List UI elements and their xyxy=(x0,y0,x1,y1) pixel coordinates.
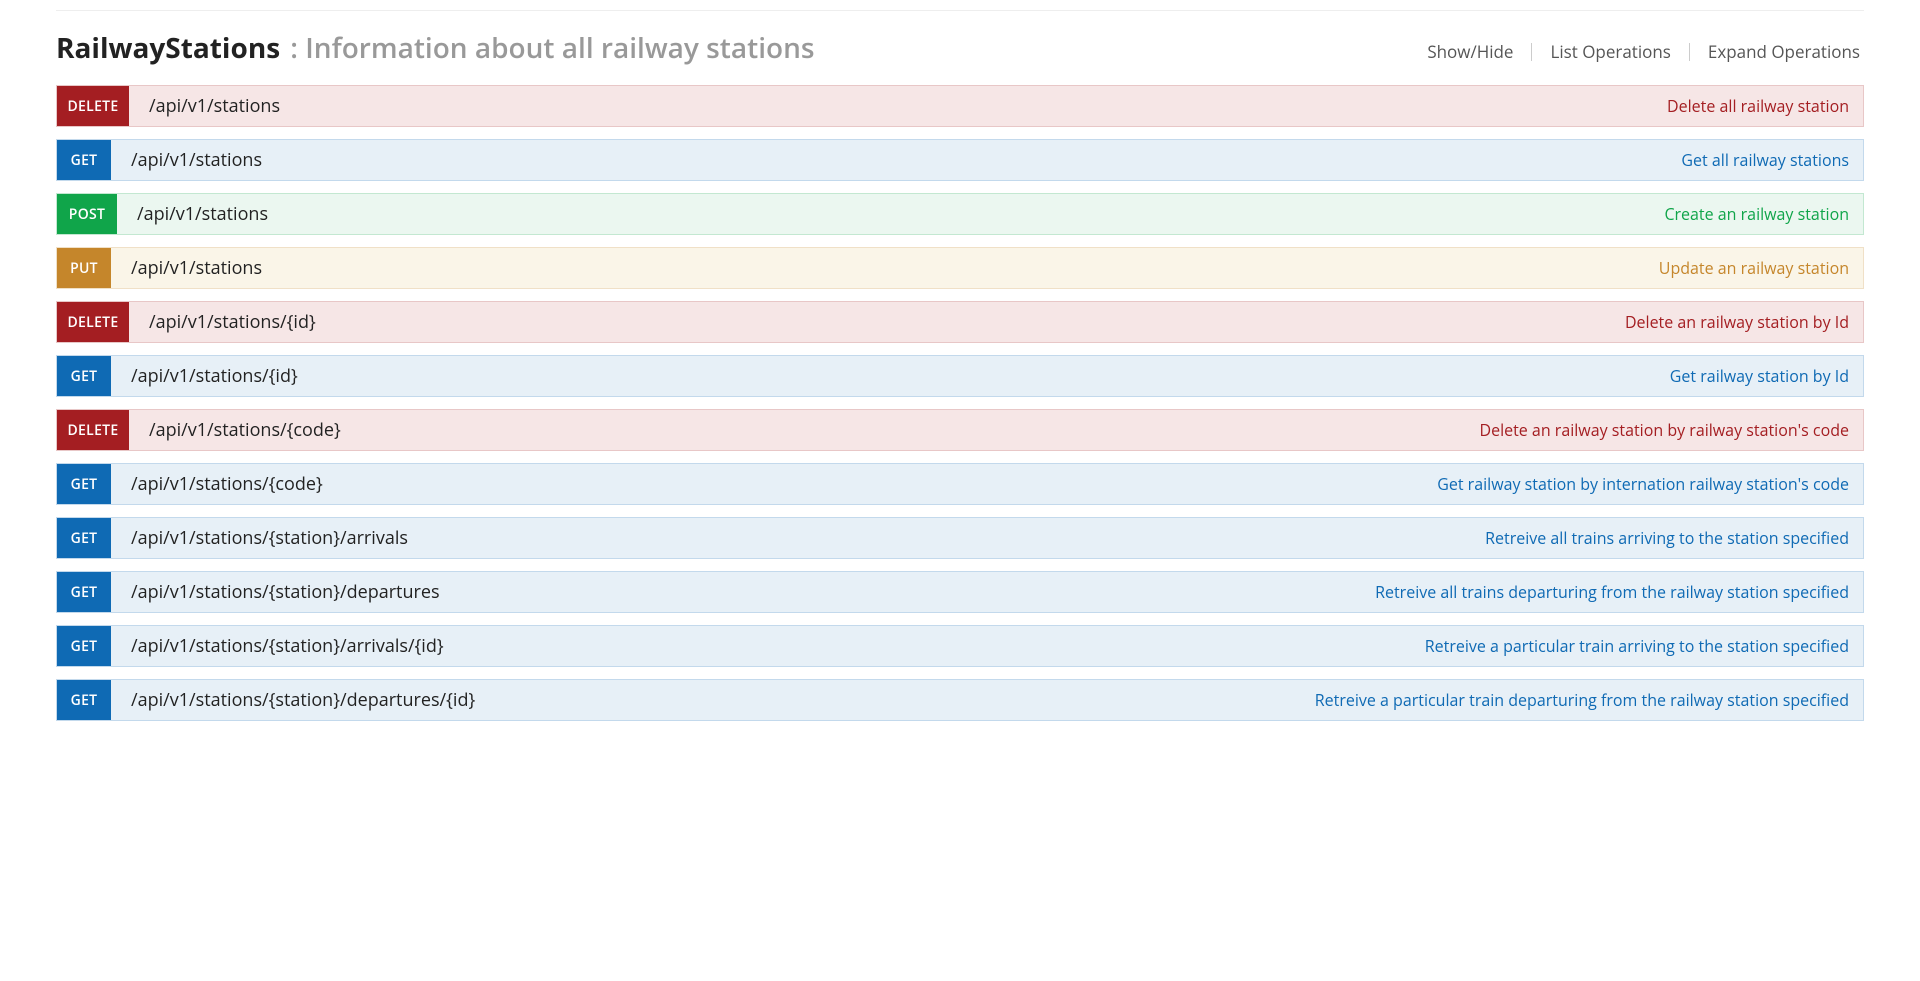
method-badge-get[interactable]: GET xyxy=(57,356,111,396)
operation-path[interactable]: /api/v1/stations xyxy=(129,86,1667,126)
section-title: RailwayStations xyxy=(56,29,280,67)
operation-description: Delete all railway station xyxy=(1667,86,1863,126)
showhide-link[interactable]: Show/Hide xyxy=(1423,40,1517,63)
method-badge-post[interactable]: POST xyxy=(57,194,117,234)
operation-row[interactable]: GET/api/v1/stations/{station}/arrivalsRe… xyxy=(56,517,1864,559)
operation-description: Get railway station by internation railw… xyxy=(1437,464,1863,504)
operation-description: Delete an railway station by railway sta… xyxy=(1479,410,1863,450)
operation-row[interactable]: PUT/api/v1/stationsUpdate an railway sta… xyxy=(56,247,1864,289)
api-doc-container: RailwayStations : Information about all … xyxy=(0,0,1920,751)
operations-list: DELETE/api/v1/stationsDelete all railway… xyxy=(56,85,1864,721)
operation-description: Update an railway station xyxy=(1659,248,1863,288)
operation-description: Create an railway station xyxy=(1664,194,1863,234)
operation-description: Retreive a particular train arriving to … xyxy=(1425,626,1863,666)
operation-row[interactable]: DELETE/api/v1/stations/{id}Delete an rai… xyxy=(56,301,1864,343)
operation-path[interactable]: /api/v1/stations xyxy=(111,140,1681,180)
operation-path[interactable]: /api/v1/stations/{station}/arrivals/{id} xyxy=(111,626,1425,666)
section-title-wrap[interactable]: RailwayStations : Information about all … xyxy=(56,29,815,67)
top-divider xyxy=(56,10,1864,11)
operation-path[interactable]: /api/v1/stations xyxy=(117,194,1664,234)
expand-operations-link[interactable]: Expand Operations xyxy=(1704,40,1864,63)
section-subtitle: : Information about all railway stations xyxy=(290,29,814,67)
method-badge-get[interactable]: GET xyxy=(57,518,111,558)
method-badge-delete[interactable]: DELETE xyxy=(57,302,129,342)
section-header: RailwayStations : Information about all … xyxy=(56,29,1864,67)
operation-path[interactable]: /api/v1/stations/{code} xyxy=(111,464,1437,504)
operation-row[interactable]: GET/api/v1/stations/{station}/departures… xyxy=(56,571,1864,613)
operation-path[interactable]: /api/v1/stations/{station}/departures xyxy=(111,572,1375,612)
operation-path[interactable]: /api/v1/stations/{id} xyxy=(111,356,1670,396)
operation-row[interactable]: DELETE/api/v1/stations/{code}Delete an r… xyxy=(56,409,1864,451)
method-badge-delete[interactable]: DELETE xyxy=(57,86,129,126)
operation-row[interactable]: GET/api/v1/stationsGet all railway stati… xyxy=(56,139,1864,181)
operation-row[interactable]: GET/api/v1/stations/{code}Get railway st… xyxy=(56,463,1864,505)
operation-path[interactable]: /api/v1/stations/{station}/departures/{i… xyxy=(111,680,1315,720)
list-operations-link[interactable]: List Operations xyxy=(1546,40,1674,63)
operation-path[interactable]: /api/v1/stations/{code} xyxy=(129,410,1479,450)
section-actions: Show/Hide List Operations Expand Operati… xyxy=(1423,40,1864,63)
operation-description: Delete an railway station by Id xyxy=(1625,302,1863,342)
operation-row[interactable]: GET/api/v1/stations/{id}Get railway stat… xyxy=(56,355,1864,397)
action-divider xyxy=(1689,43,1690,61)
operation-row[interactable]: DELETE/api/v1/stationsDelete all railway… xyxy=(56,85,1864,127)
method-badge-get[interactable]: GET xyxy=(57,464,111,504)
method-badge-get[interactable]: GET xyxy=(57,680,111,720)
operation-description: Retreive all trains arriving to the stat… xyxy=(1485,518,1863,558)
operation-path[interactable]: /api/v1/stations/{id} xyxy=(129,302,1625,342)
method-badge-delete[interactable]: DELETE xyxy=(57,410,129,450)
method-badge-get[interactable]: GET xyxy=(57,572,111,612)
method-badge-get[interactable]: GET xyxy=(57,140,111,180)
action-divider xyxy=(1531,43,1532,61)
operation-description: Retreive a particular train departuring … xyxy=(1315,680,1863,720)
method-badge-put[interactable]: PUT xyxy=(57,248,111,288)
operation-path[interactable]: /api/v1/stations/{station}/arrivals xyxy=(111,518,1485,558)
method-badge-get[interactable]: GET xyxy=(57,626,111,666)
operation-description: Retreive all trains departuring from the… xyxy=(1375,572,1863,612)
operation-description: Get all railway stations xyxy=(1681,140,1863,180)
operation-row[interactable]: GET/api/v1/stations/{station}/departures… xyxy=(56,679,1864,721)
operation-row[interactable]: GET/api/v1/stations/{station}/arrivals/{… xyxy=(56,625,1864,667)
operation-description: Get railway station by Id xyxy=(1670,356,1863,396)
operation-path[interactable]: /api/v1/stations xyxy=(111,248,1659,288)
operation-row[interactable]: POST/api/v1/stationsCreate an railway st… xyxy=(56,193,1864,235)
